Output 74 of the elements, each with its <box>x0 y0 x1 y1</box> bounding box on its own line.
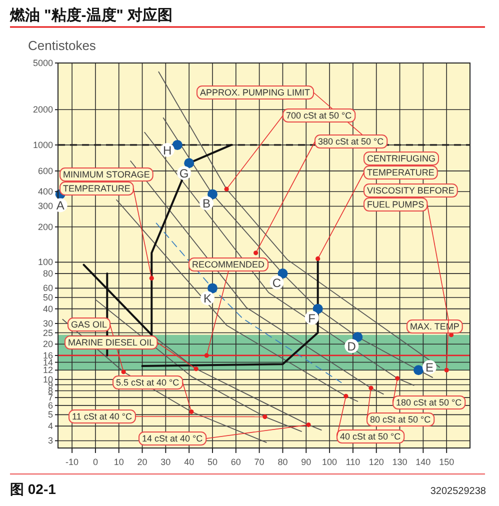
y-tick-label: 50 <box>42 292 53 302</box>
x-tick-label: 80 <box>278 457 288 467</box>
text: 3202529238 <box>430 486 486 497</box>
x-tick-label: 150 <box>439 457 454 467</box>
annotation: 80 cSt at 50 °C <box>370 414 432 424</box>
x-tick-label: 10 <box>114 457 124 467</box>
point <box>172 140 182 150</box>
annotation: 5.5 cSt at 40 °C <box>116 378 180 388</box>
annotation: 14 cSt at 40 °C <box>142 434 204 444</box>
y-tick-label: 7 <box>48 392 53 403</box>
annotation: 40 cSt at 50 °C <box>340 432 402 442</box>
annotation: 380 cSt at 50 °C <box>318 136 384 146</box>
annotation: 700 cSt at 50 °C <box>286 110 352 120</box>
annotation: RECOMMENDED <box>192 260 265 270</box>
annotation: B <box>202 196 211 211</box>
y-tick-label: 40 <box>42 304 53 314</box>
caption: 图 02-1 <box>10 481 56 497</box>
y-tick-label: 5 <box>48 410 53 420</box>
annotation: VISCOSITY BEFORE FUEL PUMPS <box>367 186 454 210</box>
x-tick-label: 50 <box>207 457 218 467</box>
annotation: D <box>347 340 356 354</box>
point <box>278 268 288 279</box>
chart-title: 燃油 "粘度-温度" 对应图 <box>9 6 173 24</box>
point <box>208 189 218 200</box>
x-tick-label: 120 <box>368 457 384 467</box>
point <box>312 304 323 314</box>
point <box>208 283 218 294</box>
y-tick-label: 400 <box>38 186 53 197</box>
x-tick-label: 40 <box>184 457 194 467</box>
y-tick-label: 5000 <box>32 58 53 68</box>
y-tick-label: 80 <box>42 268 53 279</box>
x-tick-label: 30 <box>160 457 171 467</box>
y-axis-title: Centistokes <box>28 38 96 53</box>
y-tick-label: 20 <box>42 339 53 350</box>
x-tick-label: 70 <box>254 457 264 467</box>
y-tick-label: 12 <box>42 365 53 376</box>
x-tick-label: 110 <box>346 457 360 467</box>
y-tick-label: 30 <box>42 318 53 328</box>
x-tick-label: 100 <box>322 457 338 467</box>
y-tick-label: 600 <box>38 166 53 176</box>
y-tick-label: 300 <box>38 201 53 212</box>
annotation: H <box>163 143 172 158</box>
annotation: MARINE DIESEL OIL <box>68 338 154 348</box>
y-tick-label: 6 <box>48 400 53 410</box>
annotation: CENTRIFUGING TEMPERATURE <box>367 154 436 178</box>
annotation: MINIMUM STORAGE TEMPERATURE <box>63 170 150 194</box>
annotation: GAS OIL <box>71 320 108 330</box>
y-tick-label: 1000 <box>32 140 53 150</box>
annotation: E <box>425 360 434 375</box>
y-tick-label: 200 <box>38 222 53 232</box>
x-tick-label: 20 <box>137 457 148 467</box>
x-tick-label: 130 <box>392 457 408 467</box>
y-tick-label: 25 <box>42 328 53 338</box>
annotation: 11 cSt at 40 °C <box>72 412 132 422</box>
y-tick-label: 3 <box>48 436 53 446</box>
point <box>184 158 194 168</box>
x-tick-label: 140 <box>416 457 431 467</box>
annotation: K <box>203 292 212 306</box>
y-tick-label: 100 <box>38 257 53 268</box>
y-tick-label: 4 <box>48 421 53 432</box>
x-tick-label: 90 <box>301 457 312 467</box>
annotation: G <box>179 166 189 181</box>
point <box>352 332 363 342</box>
annotation: 180 cSt at 50 °C <box>396 398 462 408</box>
annotation: F <box>308 311 316 326</box>
annotation: A <box>56 198 64 213</box>
y-tick-label: 60 <box>42 283 53 294</box>
y-tick-label: 2000 <box>32 104 53 115</box>
point <box>414 365 424 376</box>
annotation: C <box>272 276 282 290</box>
annotation: APPROX. PUMPING LIMIT <box>200 88 311 98</box>
x-tick-label: 60 <box>230 457 241 467</box>
x-tick-label: 0 <box>92 457 98 467</box>
x-tick-label: -10 <box>66 457 79 467</box>
